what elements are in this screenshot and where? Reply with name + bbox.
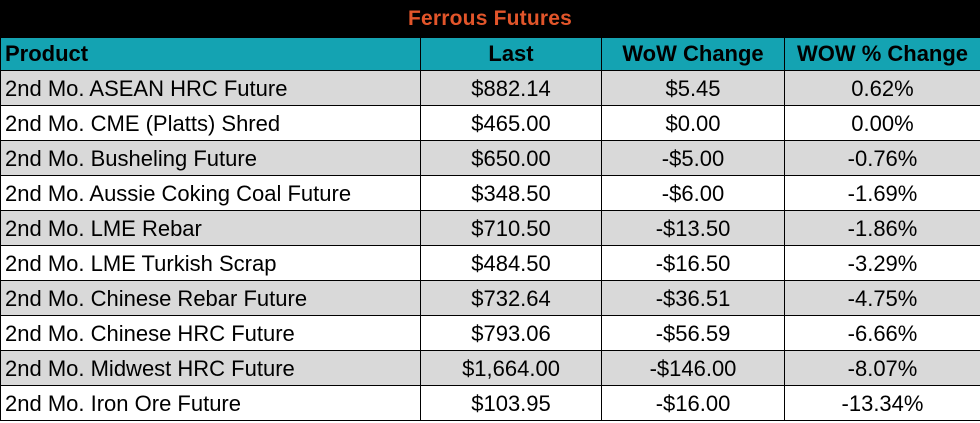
cell-wow-change: $0.00 bbox=[601, 105, 785, 141]
cell-last: $650.00 bbox=[420, 140, 602, 176]
cell-product: 2nd Mo. Aussie Coking Coal Future bbox=[0, 175, 421, 211]
table-row: 2nd Mo. CME (Platts) Shred $465.00 $0.00… bbox=[0, 105, 980, 141]
cell-wow-change: -$36.51 bbox=[601, 280, 785, 316]
cell-last: $710.50 bbox=[420, 210, 602, 246]
cell-wow-change: $5.45 bbox=[601, 70, 785, 106]
cell-wow-pct-change: -1.69% bbox=[784, 175, 980, 211]
cell-last: $732.64 bbox=[420, 280, 602, 316]
futures-table: Product Last WoW Change WOW % Change 2nd… bbox=[0, 37, 980, 421]
cell-product: 2nd Mo. Busheling Future bbox=[0, 140, 421, 176]
cell-product: 2nd Mo. ASEAN HRC Future bbox=[0, 70, 421, 106]
table-row: 2nd Mo. Chinese Rebar Future $732.64 -$3… bbox=[0, 280, 980, 316]
cell-wow-pct-change: 0.00% bbox=[784, 105, 980, 141]
column-header-wow-change: WoW Change bbox=[601, 37, 785, 71]
cell-wow-pct-change: -1.86% bbox=[784, 210, 980, 246]
header-row: Product Last WoW Change WOW % Change bbox=[0, 37, 980, 71]
cell-product: 2nd Mo. CME (Platts) Shred bbox=[0, 105, 421, 141]
cell-wow-change: -$13.50 bbox=[601, 210, 785, 246]
cell-last: $1,664.00 bbox=[420, 350, 602, 386]
column-header-product: Product bbox=[0, 37, 421, 71]
table-row: 2nd Mo. LME Turkish Scrap $484.50 -$16.5… bbox=[0, 245, 980, 281]
cell-product: 2nd Mo. Midwest HRC Future bbox=[0, 350, 421, 386]
cell-last: $484.50 bbox=[420, 245, 602, 281]
cell-wow-change: -$5.00 bbox=[601, 140, 785, 176]
cell-product: 2nd Mo. Chinese Rebar Future bbox=[0, 280, 421, 316]
table-row: 2nd Mo. ASEAN HRC Future $882.14 $5.45 0… bbox=[0, 70, 980, 106]
cell-last: $103.95 bbox=[420, 385, 602, 421]
column-header-last: Last bbox=[420, 37, 602, 71]
cell-last: $793.06 bbox=[420, 315, 602, 351]
cell-wow-change: -$56.59 bbox=[601, 315, 785, 351]
cell-last: $348.50 bbox=[420, 175, 602, 211]
cell-product: 2nd Mo. LME Rebar bbox=[0, 210, 421, 246]
cell-wow-pct-change: 0.62% bbox=[784, 70, 980, 106]
cell-wow-pct-change: -4.75% bbox=[784, 280, 980, 316]
table-row: 2nd Mo. Chinese HRC Future $793.06 -$56.… bbox=[0, 315, 980, 351]
cell-product: 2nd Mo. LME Turkish Scrap bbox=[0, 245, 421, 281]
cell-last: $882.14 bbox=[420, 70, 602, 106]
table-row: 2nd Mo. Iron Ore Future $103.95 -$16.00 … bbox=[0, 385, 980, 421]
cell-last: $465.00 bbox=[420, 105, 602, 141]
table-title: Ferrous Futures bbox=[0, 0, 980, 37]
cell-wow-change: -$16.50 bbox=[601, 245, 785, 281]
column-header-wow-pct-change: WOW % Change bbox=[784, 37, 980, 71]
cell-wow-change: -$146.00 bbox=[601, 350, 785, 386]
cell-wow-pct-change: -3.29% bbox=[784, 245, 980, 281]
cell-wow-pct-change: -0.76% bbox=[784, 140, 980, 176]
table-row: 2nd Mo. LME Rebar $710.50 -$13.50 -1.86% bbox=[0, 210, 980, 246]
cell-wow-change: -$6.00 bbox=[601, 175, 785, 211]
table-row: 2nd Mo. Midwest HRC Future $1,664.00 -$1… bbox=[0, 350, 980, 386]
cell-wow-pct-change: -13.34% bbox=[784, 385, 980, 421]
cell-product: 2nd Mo. Iron Ore Future bbox=[0, 385, 421, 421]
cell-wow-pct-change: -8.07% bbox=[784, 350, 980, 386]
cell-wow-pct-change: -6.66% bbox=[784, 315, 980, 351]
table-row: 2nd Mo. Busheling Future $650.00 -$5.00 … bbox=[0, 140, 980, 176]
cell-wow-change: -$16.00 bbox=[601, 385, 785, 421]
cell-product: 2nd Mo. Chinese HRC Future bbox=[0, 315, 421, 351]
table-row: 2nd Mo. Aussie Coking Coal Future $348.5… bbox=[0, 175, 980, 211]
